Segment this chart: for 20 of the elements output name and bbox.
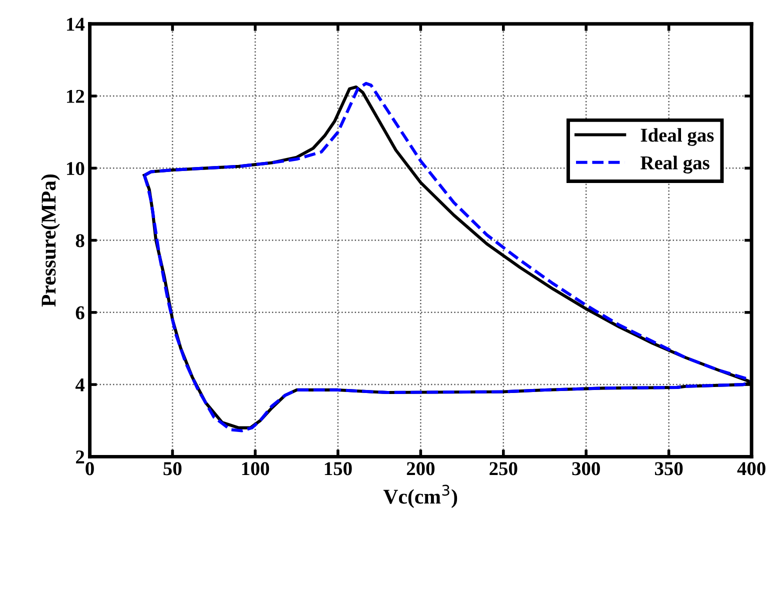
x-tick-label: 150 [324,462,352,476]
legend-label: Ideal gas [640,128,714,146]
x-axis-title: Vc(cm$^{3}$) [383,484,458,508]
x-tick-label: 100 [242,462,270,476]
y-tick-label: 4 [75,378,85,392]
x-tick-label: 0 [86,462,94,476]
x-tick-label: 250 [490,462,518,476]
y-tick-label: 10 [67,162,84,176]
y-tick-label: 12 [67,90,84,103]
legend-label: Real gas [640,156,710,174]
x-tick-label: 200 [406,462,435,476]
y-tick-label: 8 [76,234,84,248]
y-tick-label: 2 [76,450,84,464]
y-tick-label: 14 [67,18,85,31]
y-axis-title: Pressure(MPa) [41,174,60,307]
x-tick-label: 350 [654,462,683,476]
x-tick-label: 400 [737,462,766,476]
x-tick-label: 50 [164,462,182,476]
y-tick-label: 6 [76,306,84,320]
x-tick-label: 300 [572,462,600,476]
